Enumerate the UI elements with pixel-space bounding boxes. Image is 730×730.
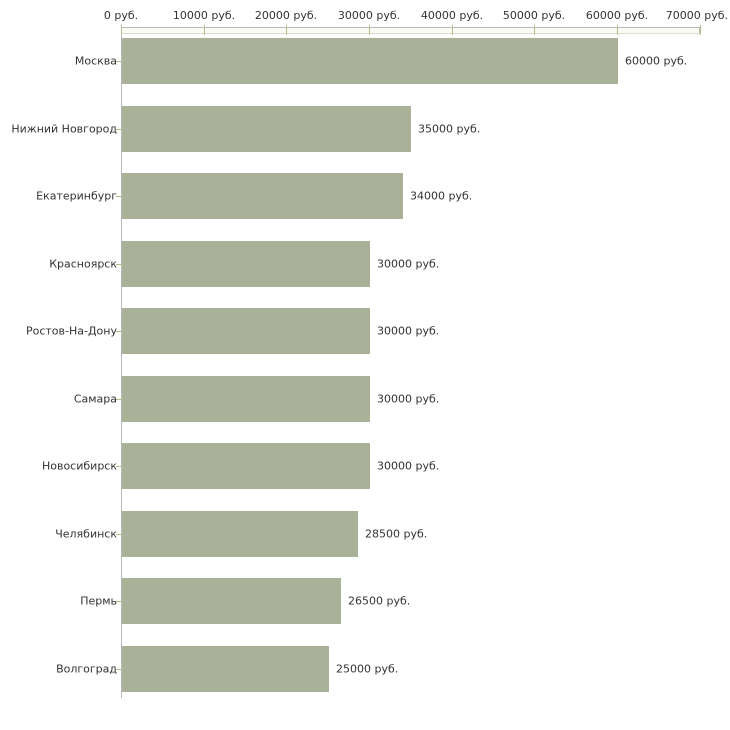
bar xyxy=(122,511,358,557)
x-axis-tick-label: 20000 руб. xyxy=(254,9,318,22)
bar xyxy=(122,38,618,84)
category-label: Нижний Новгород xyxy=(11,122,117,136)
category-label: Новосибирск xyxy=(41,459,117,473)
category-tick xyxy=(116,196,122,197)
value-label: 30000 руб. xyxy=(377,257,440,271)
category-tick xyxy=(116,399,122,400)
bar xyxy=(122,308,370,354)
value-label: 30000 руб. xyxy=(377,392,440,406)
value-label: 35000 руб. xyxy=(418,122,481,136)
bar xyxy=(122,578,341,624)
value-label: 60000 руб. xyxy=(625,54,688,68)
category-tick xyxy=(116,129,122,130)
x-axis-tick-label: 70000 руб. xyxy=(665,9,728,22)
x-axis-tick-label: 10000 руб. xyxy=(172,9,236,22)
x-axis-tick xyxy=(617,25,618,35)
bar xyxy=(122,443,370,489)
x-axis-tick xyxy=(204,25,205,35)
bar xyxy=(122,173,403,219)
x-axis-tick xyxy=(700,25,701,35)
bar xyxy=(122,376,370,422)
x-axis-tick-label: 50000 руб. xyxy=(502,9,566,22)
value-label: 30000 руб. xyxy=(377,459,440,473)
category-tick xyxy=(116,331,122,332)
category-tick xyxy=(116,61,122,62)
category-label: Самара xyxy=(73,392,117,406)
x-axis-tick-label: 40000 руб. xyxy=(420,9,484,22)
y-axis-line xyxy=(121,27,122,698)
value-label: 25000 руб. xyxy=(336,662,399,676)
value-label: 30000 руб. xyxy=(377,324,440,338)
category-tick xyxy=(116,601,122,602)
category-tick xyxy=(116,534,122,535)
category-tick xyxy=(116,669,122,670)
bar xyxy=(122,106,411,152)
value-label: 26500 руб. xyxy=(348,594,411,608)
x-axis-tick xyxy=(286,25,287,35)
category-label: Волгоград xyxy=(56,662,117,676)
x-axis-tick xyxy=(452,25,453,35)
x-axis-tick xyxy=(121,25,122,35)
category-label: Екатеринбург xyxy=(36,189,117,203)
x-axis-tick xyxy=(534,25,535,35)
x-axis-tick-label: 0 руб. xyxy=(103,9,139,22)
category-label: Челябинск xyxy=(55,527,117,541)
x-axis-tick-label: 60000 руб. xyxy=(585,9,649,22)
category-label: Ростов-На-Дону xyxy=(25,324,117,338)
category-tick xyxy=(116,264,122,265)
category-label: Красноярск xyxy=(49,257,117,271)
x-axis-tick xyxy=(369,25,370,35)
category-tick xyxy=(116,466,122,467)
value-label: 28500 руб. xyxy=(365,527,428,541)
bar xyxy=(122,646,329,692)
category-label: Пермь xyxy=(80,594,117,608)
bar xyxy=(122,241,370,287)
x-axis-line xyxy=(121,27,700,34)
x-axis-tick-label: 30000 руб. xyxy=(337,9,401,22)
category-label: Москва xyxy=(74,54,117,68)
value-label: 34000 руб. xyxy=(410,189,473,203)
